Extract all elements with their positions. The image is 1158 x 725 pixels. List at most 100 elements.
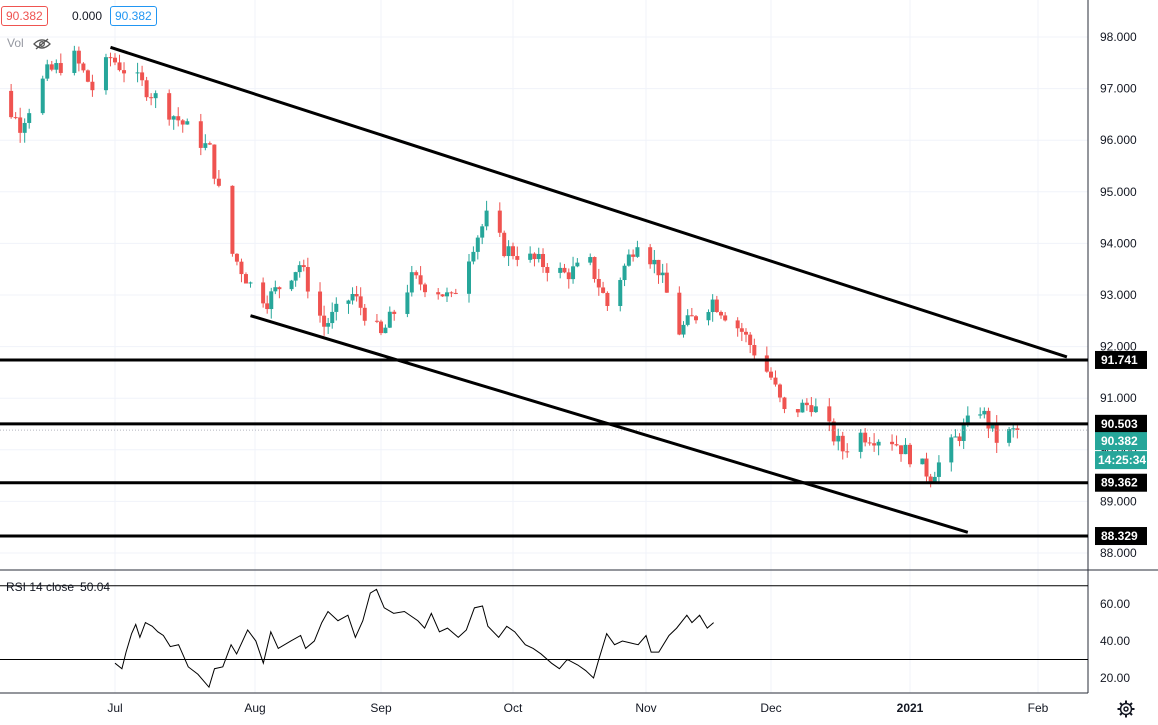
candle-body xyxy=(575,262,580,267)
candle-body xyxy=(656,259,661,276)
candle-body xyxy=(480,226,485,238)
candle-body xyxy=(635,247,640,257)
candle-body xyxy=(752,345,757,356)
trendline xyxy=(250,314,969,534)
candle-body xyxy=(949,437,954,463)
candle-body xyxy=(383,327,388,334)
candle-body xyxy=(558,267,563,273)
candle-body xyxy=(277,287,282,290)
candle-body xyxy=(387,311,392,328)
candle-body xyxy=(723,315,728,321)
candle-body xyxy=(76,50,81,64)
candle-body xyxy=(27,113,32,123)
candle-body xyxy=(171,116,176,120)
price-tick-label: 91.000 xyxy=(1100,391,1137,405)
candle-body xyxy=(990,423,995,429)
time-tick-label: Oct xyxy=(504,701,523,715)
rsi-legend[interactable]: RSI 14 close 50.04 xyxy=(6,580,110,594)
candle-body xyxy=(440,294,445,297)
candle-body xyxy=(622,265,627,281)
candle-body xyxy=(714,299,719,312)
candle-body xyxy=(248,282,253,284)
candle-body xyxy=(571,266,576,280)
candle-body xyxy=(739,328,744,332)
candle-body xyxy=(903,444,908,455)
candle-body xyxy=(1007,429,1012,443)
eye-hidden-icon[interactable] xyxy=(33,38,51,50)
candle-body xyxy=(358,296,363,308)
candle-body xyxy=(322,315,327,327)
candle-body xyxy=(836,435,841,442)
rsi-tick-label: 20.00 xyxy=(1100,671,1130,685)
candle-body xyxy=(982,410,987,415)
candle-body xyxy=(185,121,190,125)
candle-body xyxy=(497,210,502,233)
candle-body xyxy=(449,292,454,294)
candle-body xyxy=(899,445,904,455)
price-tick-label: 97.000 xyxy=(1100,82,1137,96)
horizontal-levels xyxy=(0,358,1088,538)
candle-body xyxy=(243,274,248,284)
candle-body xyxy=(289,280,294,290)
volume-legend[interactable]: Vol xyxy=(7,36,51,50)
candle-body xyxy=(117,62,122,71)
time-tick-label: Sep xyxy=(370,701,392,715)
price-axis[interactable]: 98.000 97.000 96.000 95.000 94.000 93.000 92.0… xyxy=(1095,30,1147,685)
candle-body xyxy=(176,116,181,121)
candle-body xyxy=(502,232,507,257)
candle-body xyxy=(346,300,351,304)
candlestick-series xyxy=(9,45,1020,488)
candle-body xyxy=(511,246,515,257)
candle-body xyxy=(920,458,925,465)
candle-body xyxy=(965,415,970,425)
candle-body xyxy=(265,303,270,310)
candle-body xyxy=(605,292,610,306)
pane-separators xyxy=(0,0,1158,694)
level-price-label: 90.503 xyxy=(1101,417,1138,431)
level-price-label: 89.362 xyxy=(1101,476,1138,490)
volume-label: Vol xyxy=(7,36,24,50)
candle-body xyxy=(782,397,787,410)
candle-body xyxy=(326,323,331,327)
candle-body xyxy=(924,458,929,477)
candle-body xyxy=(631,254,636,257)
candle-body xyxy=(809,405,814,413)
candle-body xyxy=(648,247,653,265)
candle-body xyxy=(269,291,274,310)
candle-body xyxy=(418,275,423,285)
candle-body xyxy=(928,476,933,483)
candle-body xyxy=(876,441,881,446)
candle-body xyxy=(681,324,686,335)
bar-countdown-label: 14:25:34 xyxy=(1098,453,1146,467)
candle-body xyxy=(212,144,217,179)
candle-body xyxy=(978,414,983,416)
candle-body xyxy=(735,320,740,329)
time-tick-label: Nov xyxy=(635,701,656,715)
candle-body xyxy=(536,253,541,260)
candle-body xyxy=(618,280,623,306)
header-change: 0.000 xyxy=(68,7,107,25)
candle-body xyxy=(471,251,476,262)
candle-body xyxy=(144,80,149,98)
time-axis[interactable]: Jul Aug Sep Oct Nov Dec 2021 Feb xyxy=(107,701,1048,715)
candle-body xyxy=(45,64,50,79)
candle-body xyxy=(405,292,410,314)
candle-body xyxy=(528,253,533,260)
candle-body xyxy=(532,253,537,260)
candle-body xyxy=(330,311,335,324)
candle-body xyxy=(706,312,711,321)
candle-body xyxy=(932,476,937,483)
price-tick-label: 96.000 xyxy=(1100,133,1137,147)
candle-body xyxy=(867,442,872,444)
rsi-value: 50.04 xyxy=(80,580,111,594)
candle-body xyxy=(81,63,86,71)
candle-body xyxy=(261,282,266,304)
candle-body xyxy=(239,261,244,275)
candle-body xyxy=(890,441,895,445)
candle-body xyxy=(957,436,962,442)
candle-body xyxy=(58,63,63,73)
level-price-label: 91.741 xyxy=(1101,353,1138,367)
candle-body xyxy=(113,57,117,63)
gear-icon[interactable] xyxy=(1117,700,1135,718)
